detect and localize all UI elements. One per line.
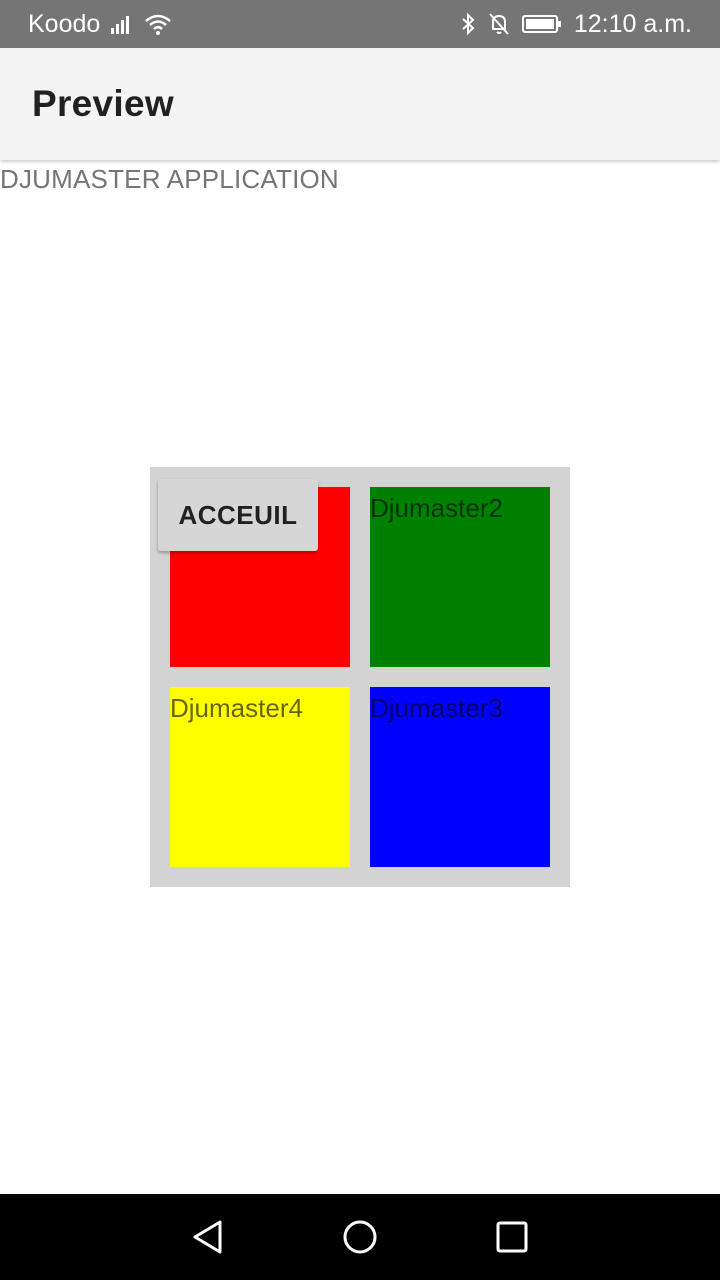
recents-icon[interactable] [488, 1213, 536, 1261]
battery-icon [521, 13, 562, 35]
status-left: Koodo [28, 10, 172, 39]
content-area: DJUMASTER APPLICATION Djumaster2 Djumast… [0, 160, 720, 1194]
bluetooth-icon [460, 12, 476, 36]
tile-label: Djumaster3 [370, 693, 503, 723]
tile-djumaster4: Djumaster4 [170, 687, 350, 867]
tile-label: Djumaster4 [170, 693, 303, 723]
app-bar: Preview [0, 48, 720, 160]
wifi-icon [144, 12, 172, 36]
accueil-button[interactable]: ACCEUIL [158, 479, 318, 551]
status-time: 12:10 a.m. [573, 9, 692, 38]
notifications-off-icon [488, 12, 510, 36]
back-icon[interactable] [184, 1213, 232, 1261]
app-label: DJUMASTER APPLICATION [0, 164, 339, 194]
status-right: 12:10 a.m. [460, 10, 692, 39]
navigation-bar [0, 1194, 720, 1280]
tile-djumaster3: Djumaster3 [370, 687, 550, 867]
tile-djumaster2: Djumaster2 [370, 487, 550, 667]
home-icon[interactable] [336, 1213, 384, 1261]
tile-grid-panel: Djumaster2 Djumaster4 Djumaster3 ACCEUIL [150, 467, 570, 887]
status-bar: Koodo [0, 0, 720, 48]
carrier-name: Koodo [28, 9, 101, 38]
signal-icon [110, 13, 134, 35]
tile-label: Djumaster2 [370, 493, 503, 523]
app-title: Preview [32, 83, 174, 124]
